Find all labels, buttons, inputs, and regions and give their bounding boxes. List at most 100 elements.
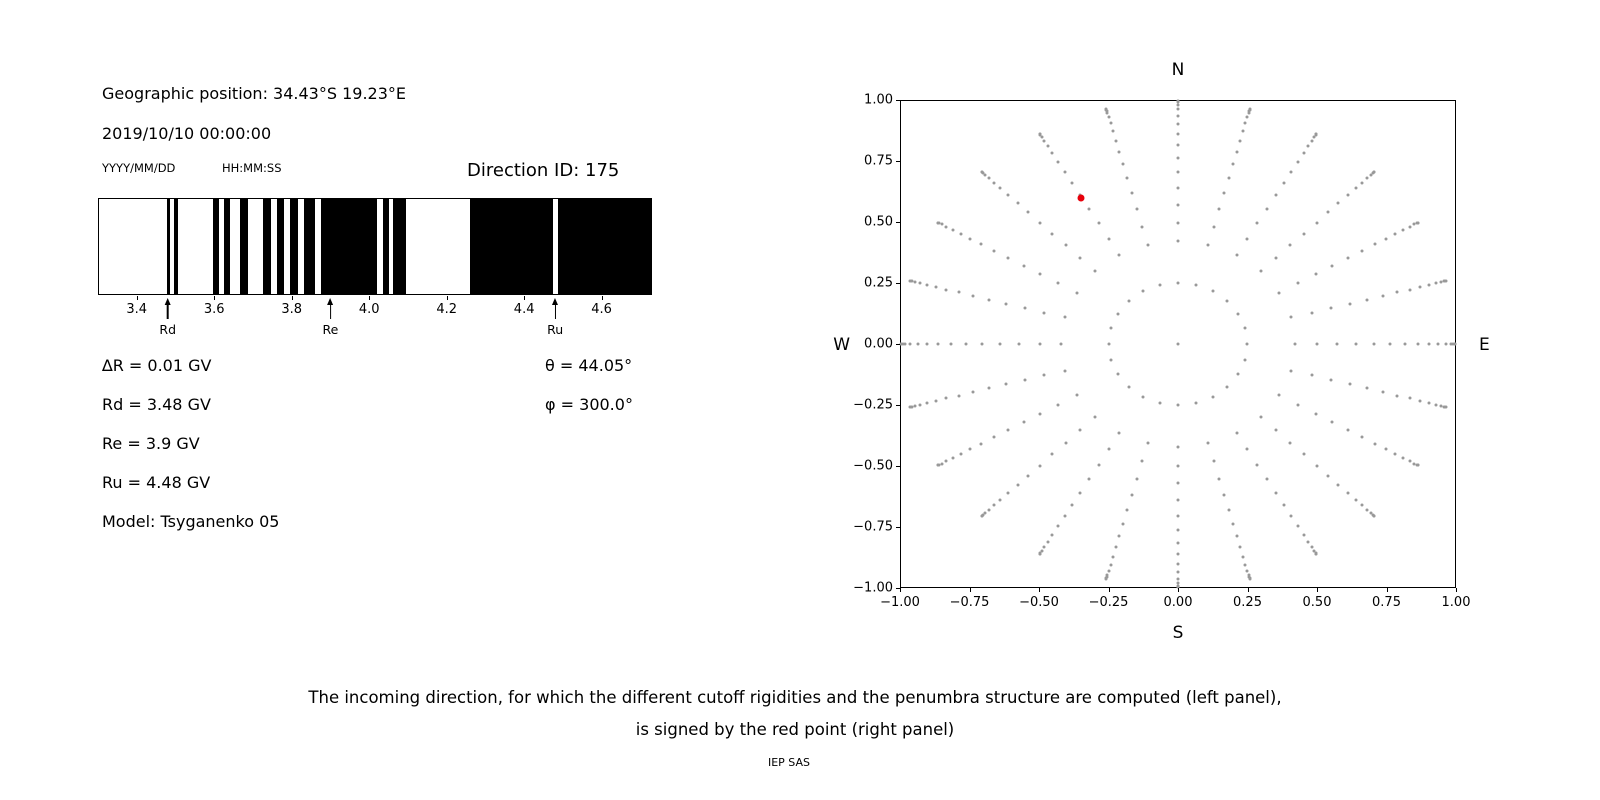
grid-dot	[1282, 181, 1286, 185]
penumbra-tick-mark	[214, 296, 216, 300]
grid-dot	[1434, 281, 1438, 285]
grid-dot	[1312, 135, 1316, 139]
grid-dot	[957, 290, 961, 294]
grid-dot	[998, 498, 1002, 502]
grid-dot	[1050, 232, 1054, 236]
grid-dot	[918, 403, 922, 407]
direction-grid-dots	[899, 99, 1457, 589]
grid-dot	[1176, 114, 1180, 118]
grid-dot	[1116, 312, 1120, 316]
x-tick-label: −0.75	[949, 595, 990, 610]
grid-dot	[1384, 447, 1388, 451]
grid-dot	[1176, 403, 1180, 407]
param-ru: Ru = 4.48 GV	[102, 473, 211, 492]
grid-dot	[1125, 176, 1129, 180]
y-tick-label: −1.00	[853, 580, 893, 596]
grid-dot	[1026, 210, 1030, 214]
grid-dot	[998, 186, 1002, 190]
grid-dot	[1346, 256, 1350, 260]
param-delta-r: ∆R = 0.01 GV	[102, 356, 212, 375]
compass-west-label: W	[833, 335, 850, 355]
grid-dot	[1293, 342, 1297, 346]
grid-dot	[1206, 243, 1210, 247]
grid-dot	[971, 294, 975, 298]
grid-dot	[1245, 569, 1249, 573]
grid-dot	[1140, 459, 1144, 463]
grid-dot	[1097, 221, 1101, 225]
grid-dot	[1117, 150, 1121, 154]
grid-dot	[1056, 403, 1060, 407]
arrow-up-icon	[164, 298, 171, 305]
time-format-label: HH:MM:SS	[222, 161, 282, 175]
penumbra-tick-label: 3.6	[203, 302, 225, 317]
grid-dot	[1016, 483, 1020, 487]
grid-dot	[968, 447, 972, 451]
x-tick-label: −1.00	[880, 595, 920, 610]
grid-dot	[1288, 441, 1292, 445]
grid-dot	[1444, 342, 1448, 346]
grid-dot	[1314, 552, 1318, 556]
penumbra-band	[212, 199, 219, 294]
x-tick-label: −0.50	[1019, 595, 1059, 610]
y-tick-label: 1.00	[864, 92, 893, 108]
penumbra-tick-label: 4.4	[513, 302, 535, 317]
grid-dot	[1310, 373, 1314, 377]
grid-dot	[1217, 207, 1221, 211]
grid-dot	[1105, 573, 1109, 577]
x-tick-mark	[1386, 588, 1388, 592]
grid-dot	[1042, 373, 1046, 377]
grid-dot	[1206, 441, 1210, 445]
grid-dot	[1408, 225, 1412, 229]
grid-dot	[908, 279, 912, 283]
grid-dot	[971, 390, 975, 394]
y-tick-mark	[896, 588, 900, 589]
grid-dot	[1381, 390, 1385, 394]
direction-plot	[899, 99, 1457, 589]
arrow-stem	[554, 304, 556, 319]
arrow-up-icon	[327, 298, 334, 305]
grid-dot	[1310, 311, 1314, 315]
penumbra-band	[239, 199, 248, 294]
grid-dot	[1243, 121, 1247, 125]
grid-dot	[1140, 225, 1144, 229]
grid-dot	[1427, 283, 1431, 287]
param-re: Re = 3.9 GV	[102, 434, 200, 453]
grid-dot	[1059, 342, 1063, 346]
grid-dot	[1056, 524, 1060, 528]
grid-dot	[1176, 528, 1180, 532]
grid-dot	[1449, 342, 1453, 346]
grid-dot	[1243, 563, 1247, 567]
arrow-up-icon	[552, 298, 559, 305]
compass-east-label: E	[1479, 335, 1490, 355]
grid-dot	[1274, 491, 1278, 495]
grid-dot	[1093, 415, 1097, 419]
grid-dot	[987, 176, 991, 180]
grid-dot	[1238, 139, 1242, 143]
cutoff-arrow-label: Re	[322, 322, 339, 337]
grid-dot	[1063, 315, 1067, 319]
grid-dot	[983, 173, 987, 177]
y-tick-label: 0.25	[864, 275, 893, 291]
grid-dot	[940, 222, 944, 226]
grid-dot	[1369, 173, 1373, 177]
grid-dot	[1070, 503, 1074, 507]
grid-dot	[998, 342, 1002, 346]
grid-dot	[1222, 493, 1226, 497]
grid-dot	[1158, 401, 1162, 405]
grid-dot	[1427, 401, 1431, 405]
grid-dot	[1360, 435, 1364, 439]
grid-dot	[1022, 264, 1026, 268]
grid-dot	[1109, 326, 1113, 330]
penumbra-tick-label: 4.0	[358, 302, 380, 317]
grid-dot	[1231, 162, 1235, 166]
grid-dot	[1176, 342, 1180, 346]
grid-dot	[951, 456, 955, 460]
grid-dot	[1104, 107, 1108, 111]
grid-dot	[1315, 342, 1318, 346]
grid-dot	[1176, 585, 1180, 589]
x-tick-label: 0.25	[1233, 595, 1262, 610]
grid-dot	[925, 283, 929, 287]
grid-dot	[1384, 237, 1388, 241]
grid-dot	[1109, 358, 1113, 362]
arrow-stem	[329, 304, 332, 319]
